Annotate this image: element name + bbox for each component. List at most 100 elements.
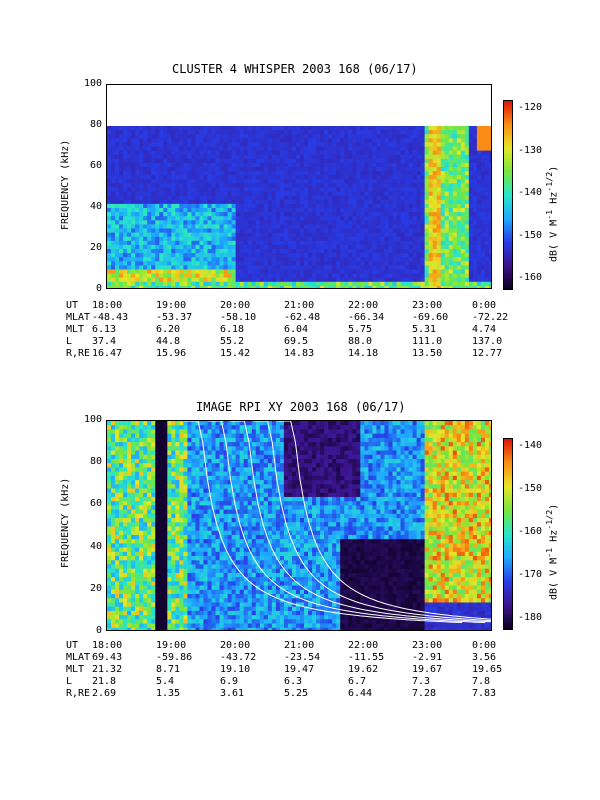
heatmap-cell: [404, 261, 410, 266]
heatmap-cell: [151, 568, 156, 574]
heatmap-cell: [344, 199, 349, 205]
heatmap-cell: [456, 285, 462, 288]
heatmap-cell: [324, 277, 329, 283]
heatmap-cell: [147, 171, 152, 176]
heatmap-cell: [243, 269, 249, 275]
heatmap-cell: [476, 273, 482, 279]
y-tick-label: 80: [89, 456, 102, 468]
heatmap-cell: [211, 179, 217, 184]
heatmap-cell: [143, 236, 148, 242]
heatmap-cell: [163, 195, 168, 201]
heatmap-cell: [219, 220, 225, 225]
heatmap-cell: [171, 134, 176, 139]
heatmap-cell: [139, 547, 144, 553]
heatmap-cell: [312, 212, 317, 217]
heatmap-cell: [404, 257, 410, 262]
heatmap-cell: [175, 522, 180, 527]
heatmap-cell: [392, 199, 397, 205]
heatmap-cell: [143, 142, 148, 147]
heatmap-cell: [332, 203, 337, 209]
heatmap-cell: [404, 244, 410, 250]
heatmap-cell: [175, 610, 180, 616]
heatmap-cell: [408, 285, 414, 288]
heatmap-cell: [195, 130, 200, 135]
heatmap-cell: [203, 220, 209, 225]
heatmap-cell: [207, 130, 213, 135]
heatmap-cell: [300, 191, 305, 197]
heatmap-cell: [167, 150, 172, 156]
heatmap-cell: [396, 162, 402, 168]
heatmap-cell: [127, 433, 132, 439]
heatmap-cell: [163, 534, 168, 540]
heatmap-cell: [279, 285, 285, 288]
heatmap-cell: [283, 285, 289, 288]
heatmap-cell: [143, 425, 148, 430]
heatmap-cell: [372, 187, 377, 193]
heatmap-cell: [155, 175, 160, 180]
heatmap-cell: [119, 581, 124, 587]
heatmap-cell: [464, 216, 470, 221]
heatmap-cell: [175, 564, 180, 570]
heatmap-cell: [372, 281, 377, 287]
heatmap-cell: [279, 146, 285, 152]
heatmap-cell: [348, 142, 353, 147]
heatmap-cell: [392, 277, 397, 283]
heatmap-cell: [340, 179, 345, 184]
heatmap-cell: [324, 208, 329, 213]
heatmap-cell: [159, 526, 164, 532]
heatmap-cell: [263, 162, 269, 168]
heatmap-cell: [135, 513, 140, 519]
heatmap-cell: [167, 179, 172, 184]
heatmap-cell: [107, 450, 112, 456]
heatmap-cell: [440, 216, 446, 221]
heatmap-cell: [291, 277, 297, 283]
heatmap-cell: [476, 138, 482, 143]
heatmap-cell: [271, 244, 277, 250]
heatmap-cell: [135, 208, 140, 213]
heatmap-cell: [336, 228, 341, 234]
heatmap-cell: [107, 496, 112, 502]
heatmap-cell: [115, 437, 120, 443]
heatmap-cell: [179, 199, 184, 205]
heatmap-cell: [376, 171, 381, 176]
heatmap-cell: [324, 273, 329, 279]
heatmap-cell: [452, 187, 458, 193]
heatmap-cell: [480, 273, 486, 279]
heatmap-cell: [135, 492, 140, 498]
heatmap-cell: [239, 138, 245, 143]
heatmap-cell: [279, 195, 285, 201]
heatmap-cell: [428, 183, 434, 188]
heatmap-cell: [480, 244, 486, 250]
heatmap-cell: [255, 138, 261, 143]
heatmap-cell: [239, 212, 245, 217]
heatmap-cell: [400, 179, 406, 184]
heatmap-cell: [376, 224, 381, 229]
heatmap-cell: [151, 433, 156, 439]
heatmap-cell: [187, 615, 192, 620]
heatmap-cell: [239, 199, 245, 205]
heatmap-cell: [267, 187, 273, 193]
heatmap-cell: [428, 257, 434, 262]
heatmap-cell: [472, 142, 478, 147]
heatmap-cell: [107, 191, 112, 197]
heatmap-cell: [440, 257, 446, 262]
heatmap-cell: [223, 126, 229, 131]
heatmap-cell: [283, 179, 289, 184]
heatmap-cell: [163, 501, 168, 506]
heatmap-cell: [179, 277, 184, 283]
heatmap-cell: [175, 244, 180, 250]
heatmap-cell: [432, 158, 438, 164]
heatmap-cell: [251, 273, 257, 279]
heatmap-cell: [235, 269, 241, 275]
heatmap-cell: [167, 199, 172, 205]
heatmap-cell: [263, 154, 269, 160]
heatmap-cell: [151, 551, 156, 557]
heatmap-cell: [215, 203, 221, 209]
heatmap-cell: [247, 167, 253, 172]
heatmap-cell: [151, 199, 156, 205]
heatmap-cell: [255, 224, 261, 229]
heatmap-cell: [488, 167, 491, 172]
heatmap-cell: [456, 277, 462, 283]
heatmap-cell: [231, 199, 237, 205]
heatmap-cell: [179, 220, 184, 225]
